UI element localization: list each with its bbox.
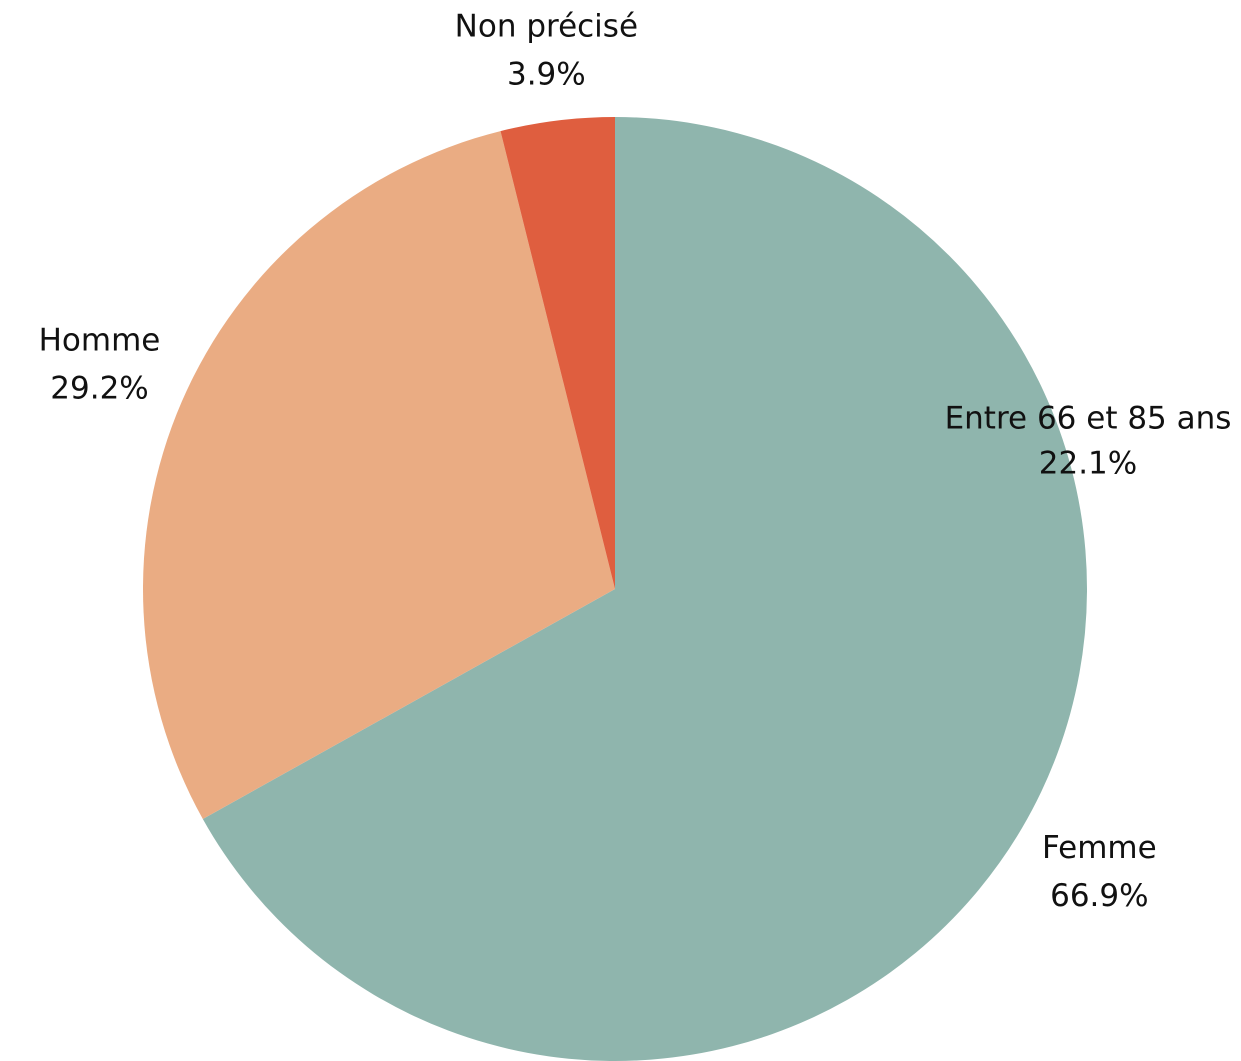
slice-label: Non précisé: [455, 9, 638, 45]
slices: [143, 117, 1087, 1061]
slice-value: 29.2%: [50, 370, 148, 406]
slice-label: Femme: [1042, 830, 1157, 866]
pie-slice: [500, 117, 615, 589]
slice-value: 3.9%: [507, 57, 586, 93]
pie-slice: [143, 131, 616, 819]
slice-label: Homme: [39, 322, 161, 358]
pie-slice: [202, 117, 1087, 1061]
slice-value: 66.9%: [1050, 878, 1148, 914]
annotation-value: 22.1%: [1039, 446, 1137, 482]
annotation-label: Entre 66 et 85 ans: [945, 401, 1232, 437]
